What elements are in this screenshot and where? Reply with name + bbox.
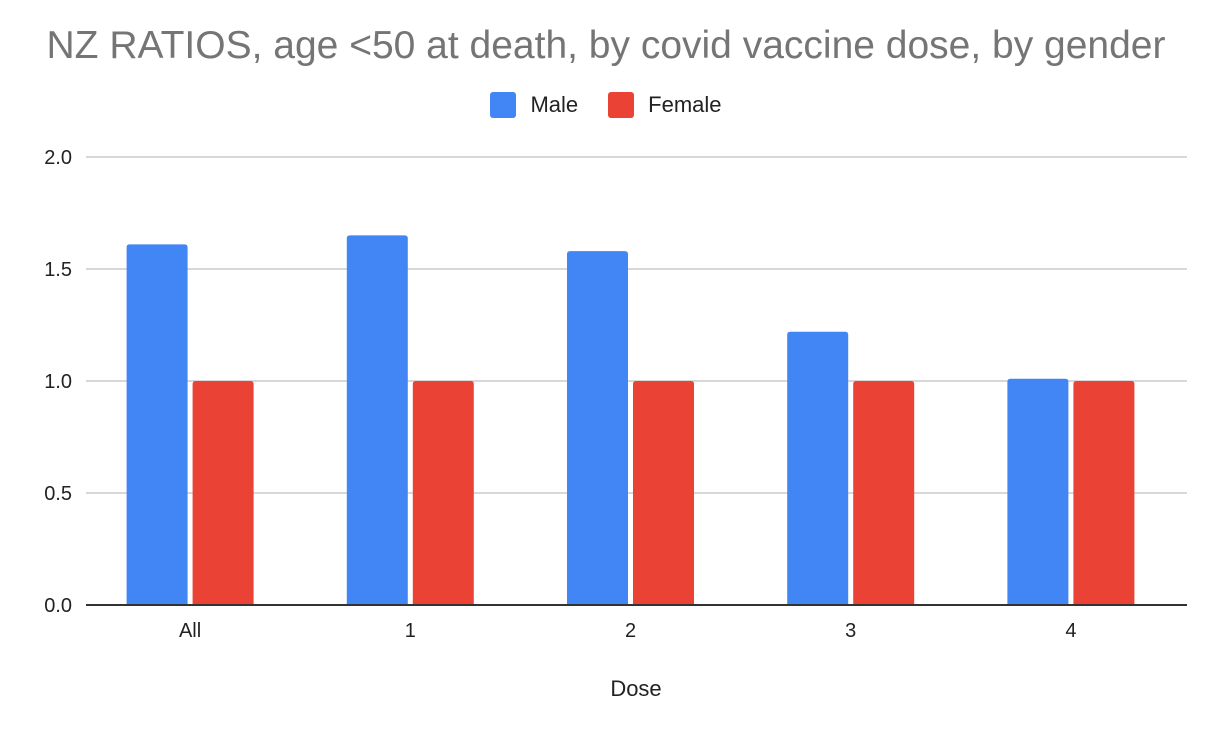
legend-swatch-female <box>608 92 635 118</box>
x-tick-label: All <box>179 620 201 642</box>
bar-female-2 <box>633 381 694 605</box>
x-tick-label: 2 <box>625 620 636 642</box>
bar-male-1 <box>346 235 408 605</box>
x-tick-label: 1 <box>405 620 416 642</box>
x-tick-label: 4 <box>1065 620 1076 642</box>
y-tick-label: 1.5 <box>44 259 72 281</box>
bar-female-3 <box>853 381 915 605</box>
x-axis-title: Dose <box>610 676 661 701</box>
y-tick-label: 0.5 <box>44 483 72 505</box>
legend-label-male: Male <box>530 92 579 117</box>
legend-swatch-male <box>490 92 517 118</box>
x-tick-label: 3 <box>845 620 856 642</box>
y-tick-label: 2.0 <box>44 147 72 169</box>
bar-male-all <box>126 244 188 606</box>
legend: Male Female <box>0 92 1212 118</box>
chart-title: NZ RATIOS, age <50 at death, by covid va… <box>46 24 1166 67</box>
y-tick-label: 0.0 <box>44 595 72 617</box>
bar-female-1 <box>412 381 474 605</box>
bar-male-3 <box>787 331 849 605</box>
y-axis-ticks: 0.0 0.5 1.0 1.5 2.0 <box>44 147 72 617</box>
legend-label-female: Female <box>648 92 722 117</box>
legend-item-male: Male <box>490 92 578 118</box>
bar-male-2 <box>567 251 628 605</box>
y-tick-label: 1.0 <box>44 371 72 393</box>
bar-female-all <box>192 381 254 605</box>
bar-male-4 <box>1007 378 1069 605</box>
bar-female-4 <box>1073 381 1135 605</box>
bars <box>126 235 1135 606</box>
x-axis-ticks: All 1 2 3 4 <box>179 620 1076 642</box>
legend-item-female: Female <box>608 92 722 118</box>
